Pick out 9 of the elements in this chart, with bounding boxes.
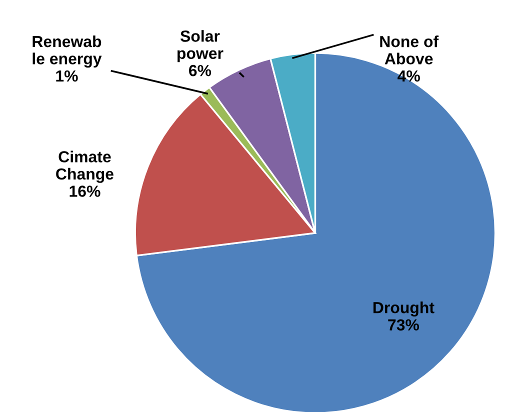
data-label: 1% — [56, 70, 78, 82]
data-label: 6% — [189, 64, 212, 76]
slice-label: None of Above — [380, 35, 439, 64]
slice-label: Renewab le energy — [32, 35, 102, 68]
slice-label: Drought — [373, 302, 434, 317]
slice-label: Cimate Change — [56, 150, 114, 183]
data-label: 16% — [70, 186, 100, 197]
slice-label: Solar power — [178, 30, 224, 62]
data-label: 73% — [388, 319, 420, 331]
